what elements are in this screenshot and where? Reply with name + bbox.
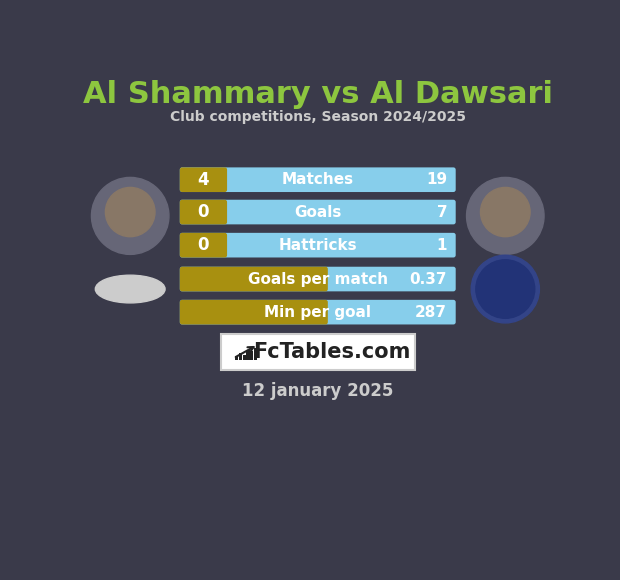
Bar [250,351,254,360]
FancyBboxPatch shape [180,200,456,224]
Bar [242,354,246,360]
Text: 19: 19 [426,172,447,187]
Circle shape [467,177,544,255]
Text: FcTables.com: FcTables.com [253,342,410,362]
FancyBboxPatch shape [180,200,227,224]
Text: 0: 0 [198,236,209,254]
Text: 1: 1 [436,238,447,253]
FancyBboxPatch shape [180,233,456,258]
Circle shape [471,255,539,323]
Bar [239,353,242,360]
Text: 7: 7 [436,205,447,220]
Text: 287: 287 [415,304,447,320]
Text: Al Shammary vs Al Dawsari: Al Shammary vs Al Dawsari [82,79,553,108]
Bar [254,347,257,360]
Text: 4: 4 [198,171,210,188]
Text: Goals per match: Goals per match [247,271,388,287]
FancyBboxPatch shape [180,233,227,258]
FancyBboxPatch shape [180,300,328,324]
FancyBboxPatch shape [180,267,328,291]
Ellipse shape [95,275,165,303]
FancyBboxPatch shape [180,168,456,192]
Circle shape [480,187,530,237]
Text: Goals: Goals [294,205,342,220]
Text: Club competitions, Season 2024/2025: Club competitions, Season 2024/2025 [170,110,466,124]
Circle shape [105,187,155,237]
Text: Min per goal: Min per goal [264,304,371,320]
Text: 0: 0 [198,203,209,221]
FancyBboxPatch shape [180,267,456,291]
FancyBboxPatch shape [221,335,415,370]
Text: Matches: Matches [281,172,354,187]
FancyBboxPatch shape [180,168,227,192]
Bar [247,350,249,360]
Text: Hattricks: Hattricks [278,238,357,253]
Text: 12 january 2025: 12 january 2025 [242,382,394,400]
Text: 0.37: 0.37 [410,271,447,287]
FancyBboxPatch shape [180,300,456,324]
Circle shape [476,260,534,318]
Circle shape [92,177,169,255]
Bar [235,356,238,360]
